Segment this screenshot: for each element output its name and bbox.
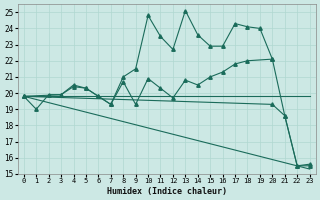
X-axis label: Humidex (Indice chaleur): Humidex (Indice chaleur) bbox=[107, 187, 227, 196]
